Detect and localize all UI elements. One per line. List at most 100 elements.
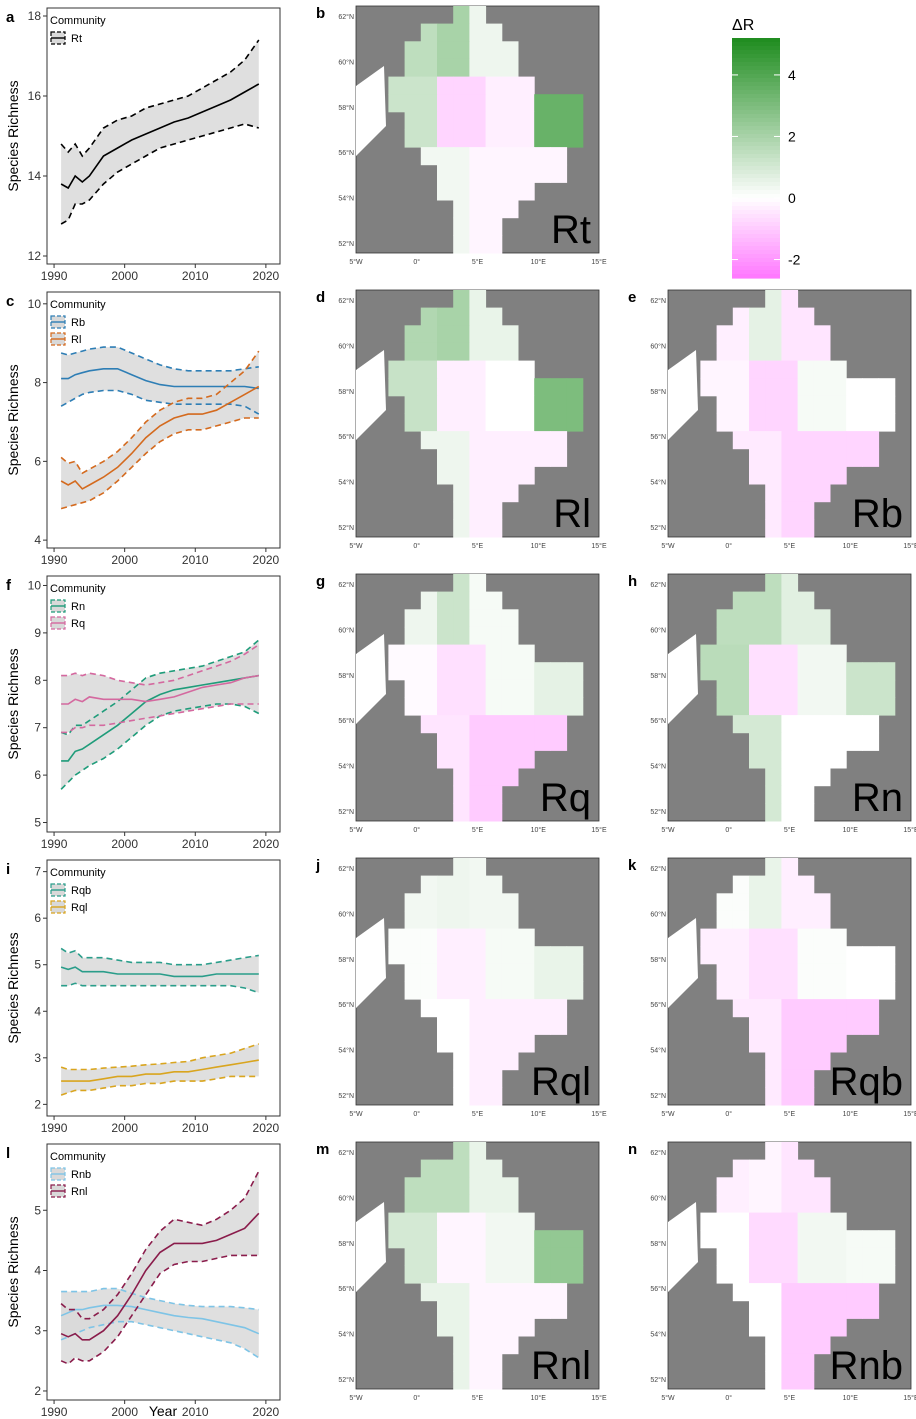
grid-cell: [501, 1265, 519, 1284]
grid-cell: [453, 448, 470, 467]
grid-cell: [501, 1283, 519, 1302]
grid-cell: [437, 928, 454, 947]
grid-cell: [732, 1212, 750, 1231]
y-axis-title: Species Richness: [5, 648, 21, 759]
grid-cell: [485, 715, 503, 734]
grid-cell: [749, 1194, 766, 1213]
grid-cell: [534, 111, 551, 130]
grid-cell: [781, 875, 799, 894]
grid-cell: [862, 378, 880, 397]
lon-tick-label: 5°W: [661, 826, 675, 834]
grid-cell: [469, 732, 487, 751]
grid-cell: [846, 1247, 863, 1266]
legend-label-Rql: Rql: [71, 902, 88, 914]
grid-cell: [749, 378, 766, 397]
grid-cell: [437, 58, 454, 77]
grid-cell: [453, 1247, 470, 1266]
grid-cell: [716, 644, 734, 663]
upper-bound-Rl: [60, 350, 260, 475]
lat-tick-label: 54°N: [338, 1331, 354, 1339]
lat-tick-label: 54°N: [338, 1047, 354, 1055]
grid-cell: [388, 662, 406, 681]
grid-cell: [469, 1142, 487, 1161]
grid-cell: [485, 1336, 503, 1355]
lon-tick-label: 10°E: [531, 258, 547, 266]
grid-cell: [862, 1283, 880, 1302]
grid-cell: [813, 697, 831, 716]
grid-cell: [501, 1230, 519, 1249]
atlantic-sea: [668, 634, 698, 724]
grid-cell: [862, 715, 880, 734]
grid-cell: [404, 1265, 422, 1284]
grid-cell: [485, 147, 503, 166]
grid-cell: [550, 1265, 568, 1284]
lat-tick-label: 56°N: [338, 1285, 354, 1293]
grid-cell: [797, 431, 815, 450]
grid-cell: [846, 413, 863, 432]
grid-cell: [781, 1300, 799, 1319]
grid-cell: [781, 662, 799, 681]
grid-cell: [749, 697, 766, 716]
grid-cell: [765, 501, 782, 520]
legend-label-Rt: Rt: [71, 33, 82, 45]
grid-cell: [404, 1212, 422, 1231]
grid-cell: [534, 1300, 551, 1319]
grid-cell: [469, 519, 487, 538]
grid-cell: [550, 111, 568, 130]
colorbar-step: [732, 146, 780, 151]
y-tick-label: 4: [34, 1263, 41, 1277]
grid-cell: [534, 715, 551, 734]
grid-cell: [765, 1142, 782, 1161]
colorbar-step: [732, 166, 780, 171]
grid-cell: [813, 1194, 831, 1213]
grid-cell: [453, 1142, 470, 1161]
map-community-label: Rnb: [830, 1344, 903, 1388]
grid-cell: [716, 395, 734, 414]
lower-bound-Rql: [60, 1075, 259, 1096]
grid-cell: [437, 111, 454, 130]
grid-cell: [453, 413, 470, 432]
grid-cell: [781, 644, 799, 663]
grid-cell: [388, 378, 406, 397]
atlantic-sea: [356, 918, 386, 1008]
grid-cell: [878, 1265, 896, 1284]
grid-cell: [765, 1177, 782, 1196]
grid-cell: [501, 147, 519, 166]
grid-cell: [469, 1318, 487, 1337]
grid-cell: [469, 431, 487, 450]
grid-cell: [453, 1177, 470, 1196]
grid-cell: [781, 307, 799, 326]
grid-cell: [501, 732, 519, 751]
y-axis-title: Species Richness: [5, 932, 21, 1043]
lon-tick-label: 15°E: [903, 826, 916, 834]
grid-cell: [485, 94, 503, 113]
grid-cell: [781, 1353, 799, 1372]
lat-tick-label: 60°N: [338, 1194, 354, 1202]
grid-cell: [453, 1069, 470, 1088]
grid-cell: [485, 111, 503, 130]
colorbar-step: [732, 154, 780, 159]
grid-cell: [749, 662, 766, 681]
grid-cell: [420, 1283, 438, 1302]
grid-cell: [797, 466, 815, 485]
grid-cell: [732, 1283, 750, 1302]
grid-cell: [469, 413, 487, 432]
grid-cell: [485, 235, 503, 254]
panel-label: i: [6, 861, 10, 878]
grid-cell: [813, 1016, 831, 1035]
grid-cell: [797, 1177, 815, 1196]
grid-cell: [485, 785, 503, 804]
line-panel-f: f 1990 2000 2010 2020 5 6 7 8 9 10 Species Richness…: [5, 575, 281, 851]
grid-cell: [765, 413, 782, 432]
grid-cell: [797, 448, 815, 467]
panel-label: k: [628, 857, 637, 874]
line-panel-i: i 1990 2000 2010 2020 2 3 4 5 6 7 Species Richness C…: [5, 859, 281, 1135]
grid-cell: [404, 609, 422, 628]
grid-cell: [469, 785, 487, 804]
grid-cell: [797, 981, 815, 1000]
grid-cell: [830, 378, 847, 397]
y-axis-title: Species Richness: [5, 364, 21, 475]
colorbar-step: [732, 262, 780, 267]
grid-cell: [453, 1371, 470, 1390]
